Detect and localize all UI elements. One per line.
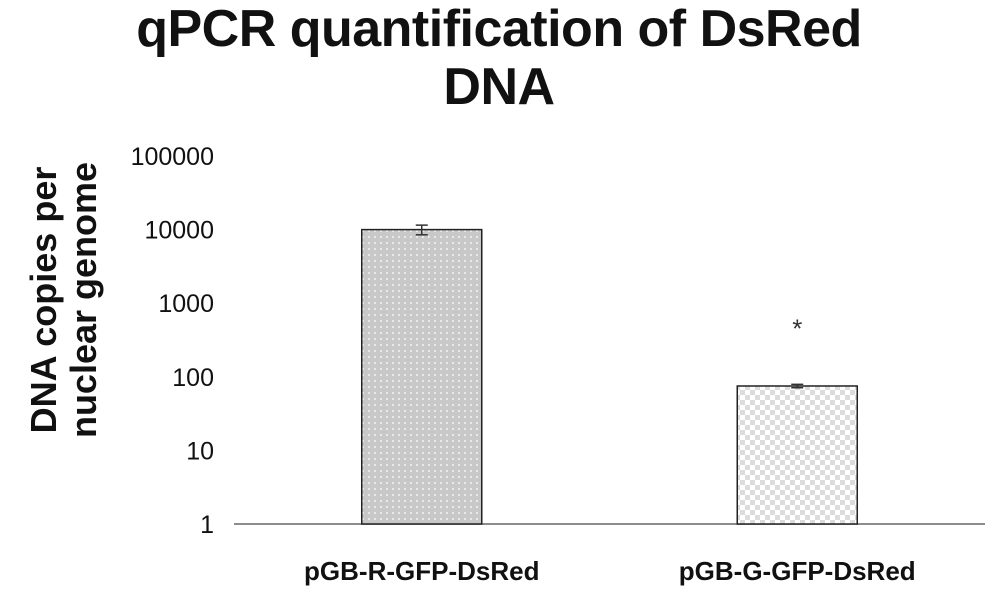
y-tick-label: 10 (186, 437, 214, 465)
y-tick-label: 100000 (131, 143, 214, 171)
error-bar (791, 383, 804, 389)
y-tick-label: 100 (172, 364, 214, 392)
x-category-label: pGB-R-GFP-DsRed (304, 556, 539, 586)
y-tick-label: 1 (200, 511, 214, 539)
bar (736, 385, 858, 525)
chart-title-line1: qPCR quantification of DsRed (136, 0, 862, 58)
y-tick-label: 10000 (144, 217, 214, 245)
x-category-label: pGB-G-GFP-DsRed (679, 556, 916, 586)
chart-title-line2: DNA (443, 58, 555, 116)
significance-asterisk: * (792, 314, 802, 344)
labels: 1 10 100 1000 10000 100000 pGB-R-GFP-DsRed pGB-… (131, 143, 916, 586)
chart-title: qPCR quantification of DsRed DNA (0, 0, 998, 116)
bar (361, 228, 483, 525)
bars (361, 224, 858, 525)
error-bar (415, 224, 428, 236)
y-tick-label: 1000 (158, 290, 214, 318)
